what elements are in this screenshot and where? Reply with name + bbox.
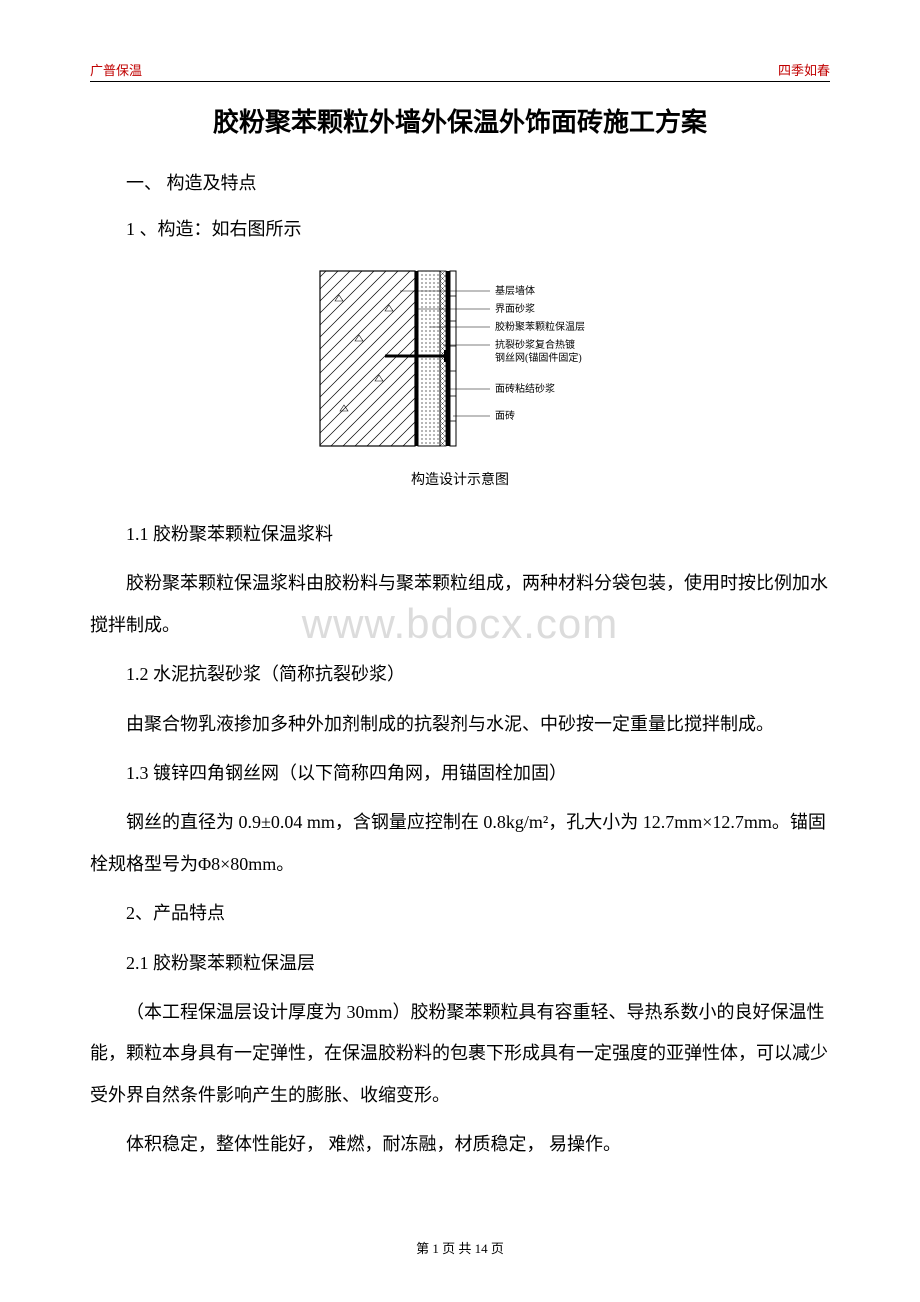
text-1-2: 由聚合物乳液掺加多种外加剂制成的抗裂剂与水泥、中砂按一定重量比搅拌制成。 [90, 704, 830, 745]
header-right: 四季如春 [778, 60, 830, 79]
text-1-1: 胶粉聚苯颗粒保温浆料由胶粉料与聚苯颗粒组成，两种材料分袋包装，使用时按比例加水搅… [90, 563, 830, 646]
text-2-1-2: 体积稳定，整体性能好， 难燃，耐冻融，材质稳定， 易操作。 [90, 1124, 830, 1165]
heading-1-2: 1.2 水泥抗裂砂浆（简称抗裂砂浆） [90, 654, 830, 695]
document-title: 胶粉聚苯颗粒外墙外保温外饰面砖施工方案 [90, 102, 830, 139]
diagram-label-5: 钢丝网(锚固件固定) [495, 351, 582, 364]
header-left: 广普保温 [90, 60, 142, 79]
heading-2-1: 2.1 胶粉聚苯颗粒保温层 [90, 943, 830, 984]
diagram-label-2: 界面砂浆 [495, 302, 535, 315]
diagram-label-4: 抗裂砂浆复合热镀 [495, 338, 575, 351]
diagram-caption: 构造设计示意图 [90, 469, 830, 489]
heading-1-1: 1.1 胶粉聚苯颗粒保温浆料 [90, 514, 830, 555]
diagram-label-7: 面砖 [495, 409, 515, 422]
text-1-3: 钢丝的直径为 0.9±0.04 mm，含钢量应控制在 0.8kg/m²，孔大小为… [90, 802, 830, 885]
subsection-1-1: 1 、构造：如右图所示 [90, 215, 830, 241]
construction-diagram: 基层墙体 界面砂浆 胶粉聚苯颗粒保温层 抗裂砂浆复合热镀 钢丝网(锚固件固定) … [300, 261, 620, 461]
page-footer: 第 1 页 共 14 页 [0, 1238, 920, 1257]
section-1-heading: 一、 构造及特点 [90, 169, 830, 195]
diagram-container: 基层墙体 界面砂浆 胶粉聚苯颗粒保温层 抗裂砂浆复合热镀 钢丝网(锚固件固定) … [90, 261, 830, 461]
diagram-label-3: 胶粉聚苯颗粒保温层 [495, 320, 585, 333]
page-content: 广普保温 四季如春 胶粉聚苯颗粒外墙外保温外饰面砖施工方案 一、 构造及特点 1… [90, 60, 830, 1165]
page-header: 广普保温 四季如春 [90, 60, 830, 82]
diagram-label-1: 基层墙体 [495, 284, 535, 297]
text-2-1: （本工程保温层设计厚度为 30mm）胶粉聚苯颗粒具有容重轻、导热系数小的良好保温… [90, 992, 830, 1116]
heading-2: 2、产品特点 [90, 893, 830, 934]
diagram-label-6: 面砖粘结砂浆 [495, 382, 555, 395]
heading-1-3: 1.3 镀锌四角钢丝网（以下简称四角网，用锚固栓加固） [90, 753, 830, 794]
